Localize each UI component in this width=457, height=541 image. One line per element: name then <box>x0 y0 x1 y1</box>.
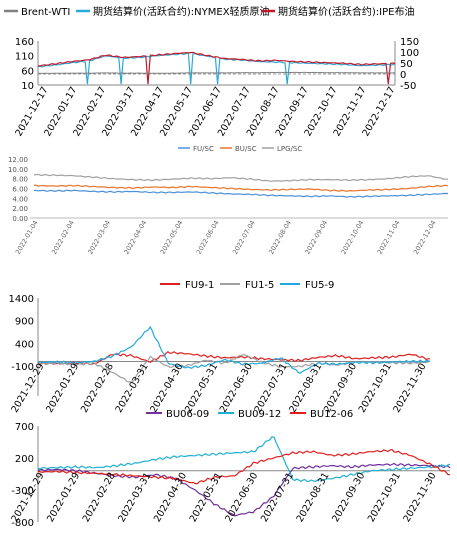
series-line <box>37 325 431 375</box>
x-tick-label: 2022-03-31 <box>116 471 153 524</box>
y-tick-label: 700 <box>15 422 34 433</box>
y-tick-label: 400 <box>15 339 34 350</box>
series-line <box>37 448 451 485</box>
legend-label: BU12-06 <box>310 409 353 420</box>
x-tick-label: 2022-01-04 <box>14 219 40 256</box>
y-left-tick-label: 10 <box>21 81 34 92</box>
x-tick-label: 2022-07-31 <box>253 361 290 414</box>
series-line <box>33 189 449 198</box>
series-line <box>38 71 396 74</box>
x-tick-label: 2022-03-31 <box>114 361 151 414</box>
y-right-tick-label: -50 <box>400 81 416 92</box>
y-left-tick-label: 110 <box>15 52 34 63</box>
x-tick-label: 2022-09-30 <box>330 471 367 524</box>
y-tick-label: 2.00 <box>12 205 28 213</box>
x-tick-label: 2022-01-29 <box>45 471 82 524</box>
x-tick-label: 2022-07-04 <box>231 219 257 256</box>
legend-label: BU/SC <box>235 145 257 153</box>
y-tick-label: 8.00 <box>12 176 28 184</box>
x-tick-label: 2022-11-04 <box>376 219 402 256</box>
legend-label: FU5-9 <box>305 280 334 291</box>
y-right-tick-label: 100 <box>400 48 419 59</box>
x-tick-label: 2022-06-30 <box>223 471 260 524</box>
y-tick-label: -300 <box>11 486 34 497</box>
x-tick-label: 2022-08-31 <box>295 471 332 524</box>
x-tick-label: 2022-05-31 <box>188 471 225 524</box>
x-tick-label: 2022-01-29 <box>44 361 81 414</box>
x-tick-label: 2022-06-04 <box>195 219 221 256</box>
series-line <box>33 184 449 192</box>
y-right-tick-label: 50 <box>400 59 413 70</box>
y-tick-label: 900 <box>15 317 34 328</box>
y-tick-label: 12.00 <box>8 156 28 164</box>
series-line <box>37 52 396 85</box>
x-tick-label: 2022-08-04 <box>267 219 293 256</box>
x-tick-label: 2022-04-30 <box>148 361 185 414</box>
legend-label: FU/SC <box>193 145 214 153</box>
legend-label: Brent-WTI <box>21 7 70 18</box>
y-tick-label: 10.00 <box>8 166 28 174</box>
y-tick-label: 200 <box>15 454 34 465</box>
x-tick-label: 2022-04-04 <box>122 219 148 256</box>
x-tick-label: 2022-02-28 <box>81 471 118 524</box>
x-tick-label: 2022-03-04 <box>86 219 112 256</box>
y-tick-label: 6.00 <box>12 186 28 194</box>
legend-label: FU1-5 <box>245 280 274 291</box>
x-tick-label: 2021-12-29 <box>9 471 46 524</box>
series-line <box>37 51 396 85</box>
x-tick-label: 2022-06-30 <box>218 361 255 414</box>
series-line <box>37 436 451 483</box>
y-left-tick-label: 60 <box>21 66 34 77</box>
x-tick-label: 2022-10-04 <box>340 219 366 256</box>
x-tick-label: 2022-02-28 <box>79 361 116 414</box>
series-line <box>37 462 451 517</box>
x-tick-label: 2022-07-31 <box>259 471 296 524</box>
legend-label: LPG/SC <box>277 145 302 153</box>
y-tick-label: -100 <box>11 362 34 373</box>
y-tick-label: 4.00 <box>12 195 28 203</box>
y-tick-label: 1400 <box>9 294 34 305</box>
x-tick-label: 2022-04-30 <box>152 471 189 524</box>
x-tick-label: 2022-05-31 <box>183 361 220 414</box>
legend-label: 期货结算价(活跃合约):IPE布油 <box>278 5 414 18</box>
x-tick-label: 2022-11-30 <box>391 361 428 414</box>
x-tick-label: 2022-05-04 <box>159 219 185 256</box>
y-right-tick-label: 150 <box>400 37 419 48</box>
legend-label: BU06-09 <box>166 409 209 420</box>
x-tick-label: 2022-10-31 <box>366 471 403 524</box>
y-right-tick-label: 0 <box>400 70 406 81</box>
legend-label: 期货结算价(活跃合约):NYMEX轻质原油 <box>93 5 270 18</box>
y-tick-label: 0.00 <box>12 215 28 223</box>
series-line <box>33 173 449 182</box>
y-tick-label: -800 <box>11 518 34 529</box>
legend-label: FU9-1 <box>185 280 214 291</box>
x-tick-label: 2022-09-30 <box>322 361 359 414</box>
x-tick-label: 2022-10-31 <box>357 361 394 414</box>
x-tick-label: 2022-11-30 <box>401 471 438 524</box>
x-tick-label: 2022-02-04 <box>50 219 76 256</box>
x-tick-label: 2022-12-04 <box>412 219 438 256</box>
x-tick-label: 2022-09-04 <box>303 219 329 256</box>
legend-label: BU09-12 <box>238 409 281 420</box>
y-left-tick-label: 160 <box>15 37 34 48</box>
